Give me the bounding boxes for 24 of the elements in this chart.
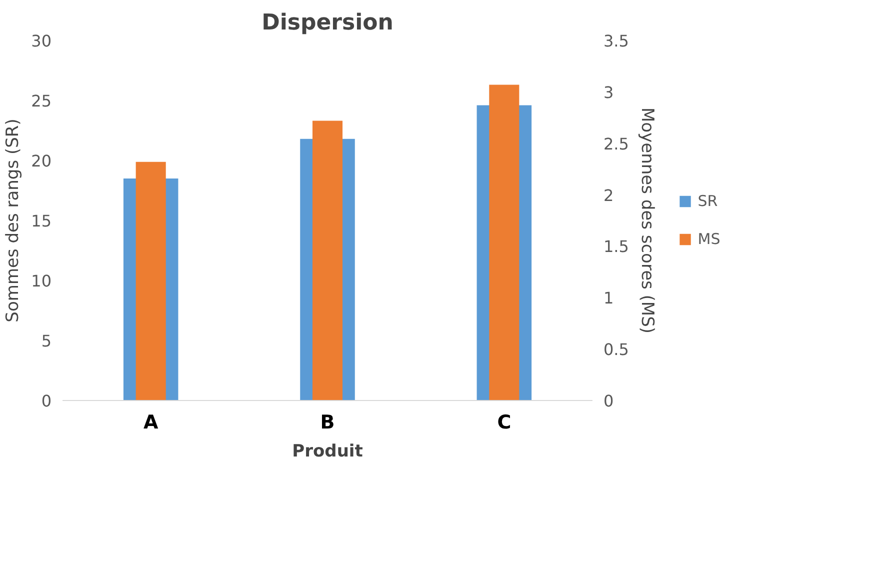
y2-tick-label: 3.5 [604,32,629,50]
legend-label: SR [698,192,718,210]
y2-tick-label: 0.5 [604,340,629,360]
x-tick-label: C [497,412,512,434]
chart-title: Dispersion [262,10,394,36]
y2-tick-label: 2 [604,186,614,205]
y-axis-title: Sommes des rangs (SR) [3,118,24,322]
y-tick-label: 5 [41,332,52,350]
y-tick-label: 30 [31,32,52,50]
y-tick-label: 15 [31,212,52,230]
y-tick-label: 0 [41,392,52,410]
y-tick-label: 25 [31,92,52,110]
x-tick-label: A [143,412,158,434]
y2-tick-label: 2.5 [604,134,629,154]
x-axis-title: Produit [292,442,363,462]
y2-tick-label: 3 [604,82,614,102]
y-tick-label: 10 [31,272,52,290]
legend-label: MS [698,230,720,248]
y2-tick-label: 1 [604,288,614,308]
y2-tick-label: 0 [604,392,614,410]
x-tick-label: B [320,412,335,434]
y-tick-label: 20 [31,152,52,170]
y2-tick-label: 1.5 [604,237,629,256]
y2-axis-title: Moyennes des scores (MS) [636,107,657,334]
